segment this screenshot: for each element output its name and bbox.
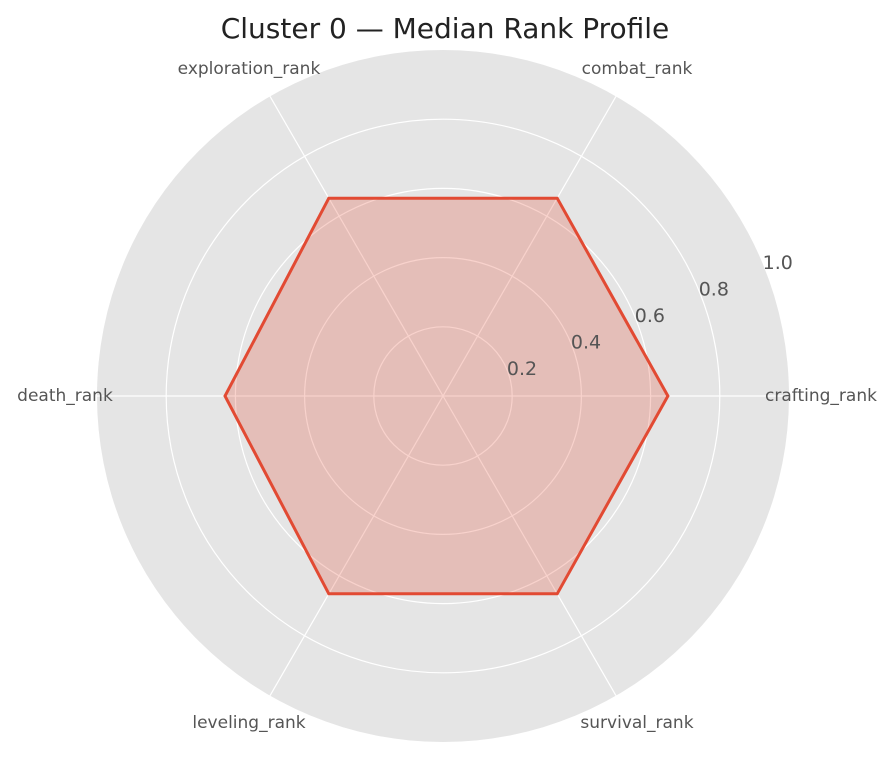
r-tick-label-5: 1.0 — [763, 252, 793, 274]
r-tick-label-1: 0.2 — [507, 358, 537, 380]
r-tick-label-4: 0.8 — [699, 279, 729, 301]
axis-label-exploration-rank: exploration_rank — [178, 59, 321, 79]
chart-title: Cluster 0 — Median Rank Profile — [221, 12, 670, 45]
grid-spoke-leveling-rank — [269, 395, 444, 696]
axis-label-leveling-rank: leveling_rank — [192, 713, 305, 733]
series-area — [225, 198, 668, 594]
grid-spoke-combat-rank — [442, 96, 617, 397]
axis-label-combat-rank: combat_rank — [582, 59, 693, 79]
plot-area: 0.2 0.4 0.6 0.8 1.0 crafting_rank combat_rank e… — [17, 50, 877, 742]
series-line — [223, 196, 670, 596]
grid-spoke-survival-rank — [442, 395, 617, 696]
axis-label-survival-rank: survival_rank — [580, 713, 693, 733]
grid-spoke-exploration-rank — [269, 96, 444, 397]
r-tick-label-3: 0.6 — [635, 305, 665, 327]
axis-label-crafting-rank: crafting_rank — [765, 386, 877, 406]
axis-label-death-rank: death_rank — [17, 386, 113, 406]
r-tick-label-2: 0.4 — [571, 332, 601, 354]
